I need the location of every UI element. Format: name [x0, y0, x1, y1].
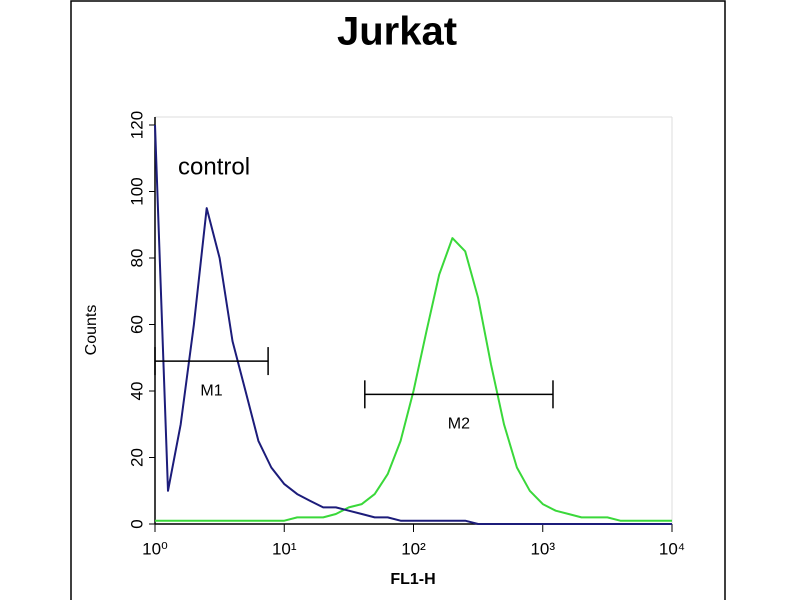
- x-tick-label: 10²: [401, 539, 426, 558]
- series-line: [155, 237, 672, 522]
- x-tick-label: 10⁴: [659, 539, 685, 558]
- frame: [70, 0, 726, 600]
- x-tick-label: 10³: [530, 539, 555, 558]
- y-tick-label: 100: [127, 177, 146, 205]
- x-tick-label: 10¹: [272, 539, 297, 558]
- y-tick-label: 80: [127, 249, 146, 268]
- y-tick-label: 20: [127, 448, 146, 467]
- series-line: [154, 124, 672, 525]
- gate-label: M2: [448, 416, 470, 433]
- y-tick-label: 60: [127, 315, 146, 334]
- y-tick-label: 0: [127, 519, 146, 528]
- gate-label: M1: [200, 382, 222, 399]
- series-label: control: [178, 153, 250, 180]
- y-tick-label: 120: [127, 111, 146, 139]
- x-axis-label: FL1-H: [390, 571, 435, 588]
- y-tick-label: 40: [127, 382, 146, 401]
- y-axis-label: Counts: [83, 305, 100, 356]
- chart-title: Jurkat: [337, 10, 457, 54]
- x-tick-label: 10⁰: [142, 539, 168, 558]
